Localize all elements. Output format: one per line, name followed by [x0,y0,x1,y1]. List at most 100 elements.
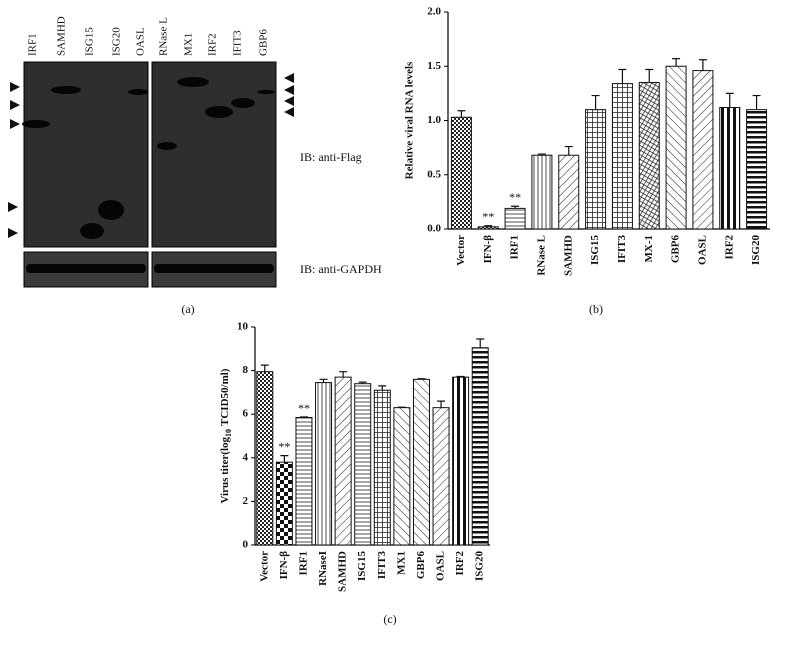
y-axis-label-part: Virus titer(log [219,436,231,503]
lane-label: GBP6 [258,29,270,56]
error-bar [378,385,387,391]
bar [432,407,450,546]
annotation: ** [509,190,521,204]
x-tick-label: IRF2 [723,235,735,260]
arrows [8,73,294,238]
charts: 0.0 0.5 1.0 1.5 2.0 Relative viral RNA levels… [219,6,770,626]
y-tick-label: 6 [243,408,249,420]
y-axis-label-part: 10 [224,429,233,437]
annotation: ** [482,209,494,223]
y-tick-label: 0.5 [427,168,441,180]
bar [412,378,430,546]
x-tick-label: IFIT3 [376,551,388,580]
y-axis-label-part: TCID50/ml) [219,368,231,426]
x-tick-label: IRF2 [454,551,466,576]
y-tick-label: 1.5 [427,60,441,72]
lane-label: IRF1 [27,33,39,56]
bar [275,461,293,546]
x-tick-label: IFN-β [278,551,290,580]
y-tick-label: 2 [243,495,249,507]
x-tick-label: IFIT3 [616,235,628,264]
x-tick-label: Vector [455,235,467,266]
error-bar [484,225,493,227]
bar [692,70,714,230]
error-bar [417,378,426,380]
caption: (a) [181,302,194,316]
bar [256,371,274,546]
y-tick-label: 4 [243,451,249,463]
x-tick-label: ISG15 [589,235,601,265]
error-bar [456,375,465,378]
bar [450,116,472,230]
blot-panel [23,61,149,248]
error-bar [752,94,761,110]
lane-label: RNase L [158,17,170,56]
bar [373,389,391,546]
blot-label: IB: anti-GAPDH [300,262,382,276]
error-bar [618,68,627,84]
x-tick-label: RNaseI [317,551,329,586]
x-tick-label: IRF1 [297,551,309,575]
lane-label: ISG20 [111,27,123,56]
blot-label: IB: anti-Flag [300,150,362,164]
lane-label: MX1 [183,33,195,56]
x-tick-label: MX-1 [643,235,655,263]
lane-labels: IRF1 SAMHD ISG15 ISG20 OASL RNase L MX1 IRF2 IFI… [27,16,270,56]
x-tick-label: GBP6 [670,235,682,264]
bar-chart: 0.0 0.5 1.0 1.5 2.0 Relative viral RNA levels… [404,6,770,316]
bar [354,383,372,546]
bar [334,376,352,546]
y-tick-label: 10 [237,321,249,333]
bar [611,83,633,230]
error-bar [358,381,367,384]
bar [471,347,489,546]
blot: IB: anti-Flag IB: anti-GAPDH (a) [8,61,382,316]
x-tick-label: IFN-β [482,235,494,264]
error-bar [511,205,520,209]
x-tick-label: SAMHD [562,235,574,276]
error-bar [437,400,446,408]
y-tick-label: 0 [243,539,249,551]
error-bar [591,94,600,110]
x-tick-label: ISG20 [750,235,762,265]
annotation: ** [298,401,310,415]
x-tick-label: MX1 [395,551,407,575]
x-tick-label: GBP6 [415,551,427,580]
error-bar [457,110,466,118]
error-bar [645,68,654,83]
x-tick-label: SAMHD [337,551,349,592]
y-tick-label: 8 [243,364,249,376]
x-tick-label: ISG15 [356,551,368,581]
error-bar [672,58,681,67]
lane-label: IFIT3 [232,30,244,56]
blot-panel [151,61,277,248]
error-bar [725,92,734,108]
y-tick-label: 1.0 [427,114,441,126]
error-bar [339,371,348,378]
y-axis-label: Relative viral RNA levels [404,61,416,179]
caption: (b) [589,302,603,316]
bar [452,376,470,546]
error-bar [476,338,485,348]
bar [665,65,687,230]
lane-label: IRF2 [207,33,219,56]
lane-label: OASL [135,27,147,56]
error-bar [319,378,328,383]
bar [295,416,313,546]
bands [22,77,275,273]
bar [746,109,768,230]
bar [504,207,526,230]
x-tick-label: RNase L [535,235,547,276]
error-bar [537,153,546,156]
bar [315,382,333,546]
bar [531,154,553,230]
annotation: ** [278,439,290,453]
lane-label: ISG15 [84,27,96,56]
bar [585,109,607,230]
error-bar [260,364,269,372]
bar [393,407,411,546]
y-axis-label: Virus titer(log10 TCID50/ml) [219,368,234,503]
error-bar [280,455,289,463]
